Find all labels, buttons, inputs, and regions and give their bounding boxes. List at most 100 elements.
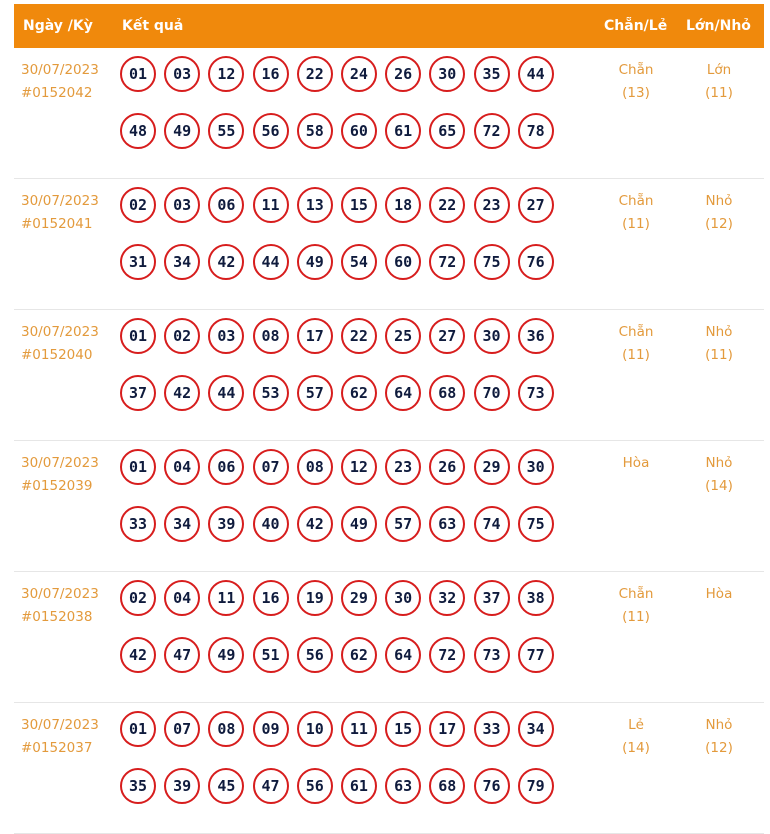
result-balls: 02 03 06 11 13 15 18 22 23 27 31 34 42 44 49 54 60 72 75 76 xyxy=(120,187,570,301)
number-ball: 15 xyxy=(340,187,377,223)
draw-id[interactable]: #0152038 xyxy=(21,609,93,625)
number-ball: 08 xyxy=(296,449,333,485)
table-row[interactable]: 30/07/2023 #0152037 01 07 08 09 10 11 15 17 33 34 35… xyxy=(14,703,764,834)
number-ball: 75 xyxy=(473,244,510,280)
number-ball: 70 xyxy=(473,375,510,411)
number-ball: 47 xyxy=(252,768,289,804)
number-ball: 04 xyxy=(164,580,201,616)
header-result: Kết quả xyxy=(122,18,184,34)
number-ball: 58 xyxy=(296,113,333,149)
number-ball: 34 xyxy=(164,506,201,542)
table-row[interactable]: 30/07/2023 #0152038 02 04 11 16 19 29 30 32 37 38 42… xyxy=(14,572,764,703)
table-row[interactable]: 30/07/2023 #0152041 02 03 06 11 13 15 18 22 23 27 31… xyxy=(14,179,764,310)
number-ball: 23 xyxy=(473,187,510,223)
big-small-count: (12) xyxy=(705,216,733,232)
number-ball: 61 xyxy=(385,113,422,149)
draw-date-cell: 30/07/2023 #0152039 xyxy=(21,452,99,498)
number-ball: 57 xyxy=(385,506,422,542)
number-ball: 16 xyxy=(252,580,289,616)
ball-line: 01 03 12 16 22 24 26 30 35 44 xyxy=(120,56,570,92)
even-odd-label: Hòa xyxy=(622,455,650,471)
big-small-count: (11) xyxy=(705,85,733,101)
number-ball: 38 xyxy=(517,580,554,616)
draw-date: 30/07/2023 xyxy=(21,324,99,340)
number-ball: 39 xyxy=(164,768,201,804)
draw-date-cell: 30/07/2023 #0152042 xyxy=(21,59,99,105)
number-ball: 68 xyxy=(429,768,466,804)
number-ball: 24 xyxy=(340,56,377,92)
even-odd-label: Chẵn xyxy=(618,324,654,340)
number-ball: 51 xyxy=(252,637,289,673)
even-odd-count: (11) xyxy=(622,216,650,232)
draw-id[interactable]: #0152039 xyxy=(21,478,93,494)
number-ball: 18 xyxy=(385,187,422,223)
number-ball: 79 xyxy=(517,768,554,804)
number-ball: 49 xyxy=(340,506,377,542)
number-ball: 06 xyxy=(208,187,245,223)
even-odd-stat: Chẵn (11) xyxy=(596,321,676,367)
number-ball: 30 xyxy=(385,580,422,616)
number-ball: 44 xyxy=(252,244,289,280)
number-ball: 07 xyxy=(164,711,201,747)
draw-date: 30/07/2023 xyxy=(21,717,99,733)
number-ball: 31 xyxy=(120,244,156,280)
draw-id[interactable]: #0152041 xyxy=(21,216,93,232)
results-table: Ngày /Kỳ Kết quả Chẵn/Lẻ Lớn/Nhỏ 30/07/2… xyxy=(14,4,764,834)
draw-date-cell: 30/07/2023 #0152040 xyxy=(21,321,99,367)
ball-line: 37 42 44 53 57 62 64 68 70 73 xyxy=(120,375,570,411)
draw-id[interactable]: #0152037 xyxy=(21,740,93,756)
number-ball: 17 xyxy=(296,318,333,354)
table-row[interactable]: 30/07/2023 #0152040 01 02 03 08 17 22 25 27 30 36 37… xyxy=(14,310,764,441)
number-ball: 60 xyxy=(385,244,422,280)
number-ball: 12 xyxy=(208,56,245,92)
number-ball: 29 xyxy=(340,580,377,616)
draw-date: 30/07/2023 xyxy=(21,62,99,78)
table-row[interactable]: 30/07/2023 #0152042 01 03 12 16 22 24 26 30 35 44 48… xyxy=(14,48,764,179)
results-body: 30/07/2023 #0152042 01 03 12 16 22 24 26 30 35 44 48… xyxy=(14,48,764,834)
number-ball: 22 xyxy=(296,56,333,92)
number-ball: 63 xyxy=(429,506,466,542)
number-ball: 72 xyxy=(473,113,510,149)
number-ball: 57 xyxy=(296,375,333,411)
number-ball: 35 xyxy=(120,768,156,804)
number-ball: 42 xyxy=(120,637,156,673)
draw-id[interactable]: #0152042 xyxy=(21,85,93,101)
number-ball: 61 xyxy=(340,768,377,804)
draw-date: 30/07/2023 xyxy=(21,193,99,209)
number-ball: 37 xyxy=(473,580,510,616)
even-odd-count: (14) xyxy=(622,740,650,756)
number-ball: 19 xyxy=(296,580,333,616)
number-ball: 72 xyxy=(429,637,466,673)
ball-line: 48 49 55 56 58 60 61 65 72 78 xyxy=(120,113,570,149)
even-odd-label: Chẵn xyxy=(618,193,654,209)
number-ball: 25 xyxy=(385,318,422,354)
even-odd-count: (11) xyxy=(622,347,650,363)
number-ball: 60 xyxy=(340,113,377,149)
big-small-count: (11) xyxy=(705,347,733,363)
number-ball: 12 xyxy=(340,449,377,485)
number-ball: 76 xyxy=(473,768,510,804)
number-ball: 76 xyxy=(517,244,554,280)
draw-date-cell: 30/07/2023 #0152037 xyxy=(21,714,99,760)
result-balls: 01 03 12 16 22 24 26 30 35 44 48 49 55 56 58 60 61 65 72 78 xyxy=(120,56,570,170)
number-ball: 73 xyxy=(473,637,510,673)
number-ball: 08 xyxy=(208,711,245,747)
ball-line: 31 34 42 44 49 54 60 72 75 76 xyxy=(120,244,570,280)
draw-date-cell: 30/07/2023 #0152041 xyxy=(21,190,99,236)
even-odd-label: Chẵn xyxy=(618,586,654,602)
even-odd-count: (11) xyxy=(622,609,650,625)
ball-line: 02 03 06 11 13 15 18 22 23 27 xyxy=(120,187,570,223)
number-ball: 10 xyxy=(296,711,333,747)
table-row[interactable]: 30/07/2023 #0152039 01 04 06 07 08 12 23 26 29 30 33… xyxy=(14,441,764,572)
number-ball: 29 xyxy=(473,449,510,485)
even-odd-stat: Chẵn (11) xyxy=(596,583,676,629)
number-ball: 09 xyxy=(252,711,289,747)
big-small-label: Nhỏ xyxy=(705,717,733,733)
draw-id[interactable]: #0152040 xyxy=(21,347,93,363)
big-small-count: (12) xyxy=(705,740,733,756)
number-ball: 03 xyxy=(164,56,201,92)
number-ball: 11 xyxy=(340,711,377,747)
number-ball: 33 xyxy=(120,506,156,542)
ball-line: 01 02 03 08 17 22 25 27 30 36 xyxy=(120,318,570,354)
number-ball: 03 xyxy=(208,318,245,354)
